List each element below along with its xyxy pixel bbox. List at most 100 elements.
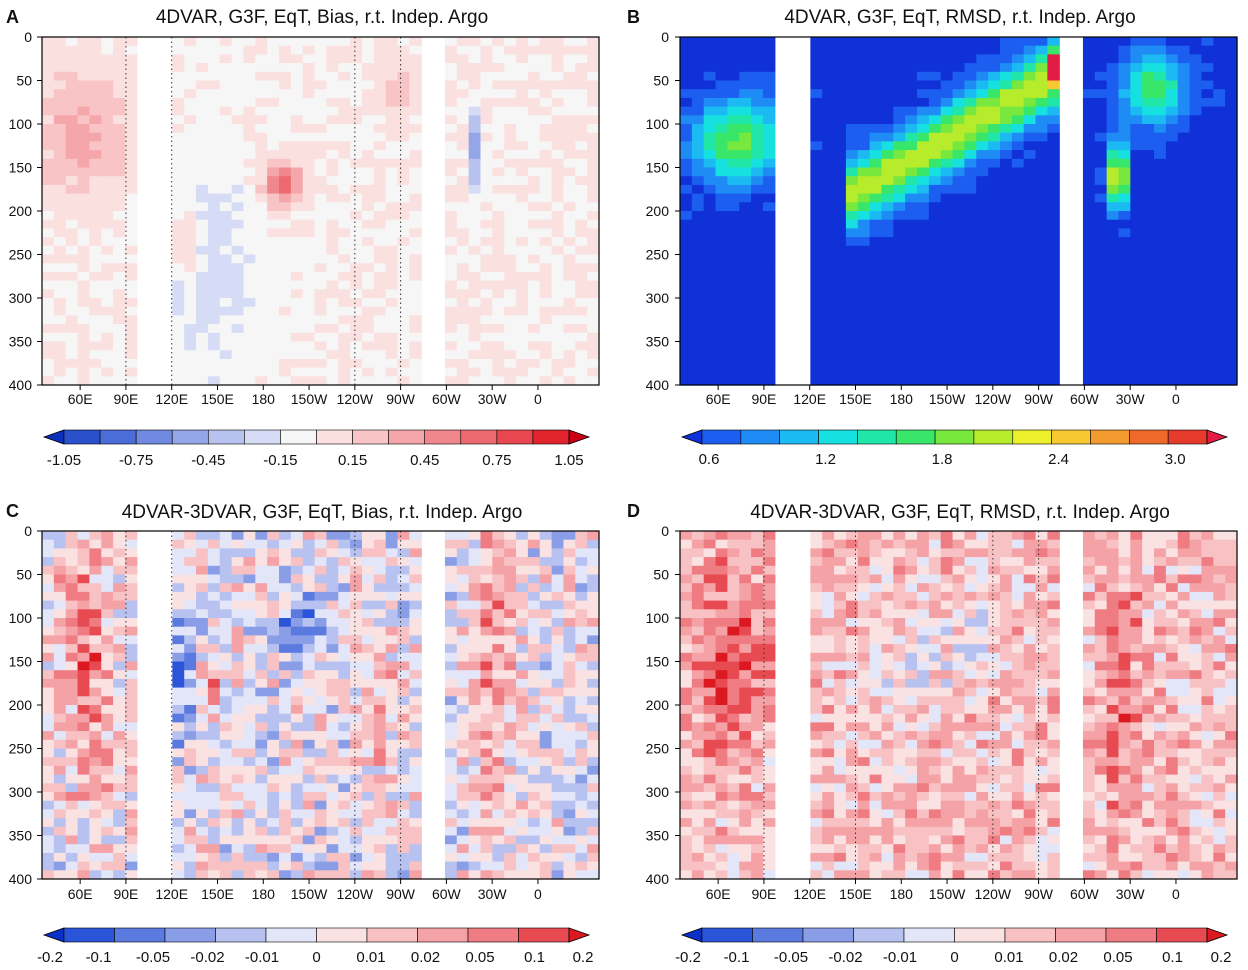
- heatmap-cell: [231, 765, 245, 776]
- heatmap-cell: [456, 748, 470, 758]
- heatmap-cell: [350, 835, 363, 845]
- heatmap-cell: [243, 705, 256, 715]
- heatmap-cell: [468, 132, 482, 142]
- heatmap-cell: [703, 298, 717, 308]
- heatmap-cell: [527, 722, 541, 732]
- heatmap-cell: [207, 557, 221, 567]
- heatmap-cell: [373, 124, 387, 134]
- heatmap-cell: [940, 167, 954, 177]
- heatmap-cell: [184, 54, 197, 64]
- heatmap-cell: [1177, 237, 1191, 247]
- heatmap-cell: [53, 245, 67, 256]
- heatmap-cell: [703, 271, 717, 282]
- heatmap-cell: [409, 678, 422, 689]
- heatmap-cell: [207, 54, 221, 64]
- heatmap-cell: [893, 358, 906, 369]
- heatmap-cell: [444, 774, 458, 784]
- heatmap-cell: [1023, 176, 1037, 186]
- heatmap-cell: [243, 63, 256, 73]
- heatmap-cell: [184, 97, 197, 108]
- heatmap-cell: [350, 739, 363, 750]
- heatmap-cell: [1023, 89, 1037, 99]
- heatmap-cell: [397, 37, 410, 47]
- heatmap-cell: [1201, 367, 1214, 377]
- heatmap-cell: [1130, 45, 1143, 55]
- heatmap-cell: [952, 271, 966, 282]
- heatmap-cell: [1011, 237, 1025, 247]
- heatmap-cell: [207, 609, 221, 619]
- heatmap-cell: [845, 254, 859, 264]
- heatmap-cell: [373, 670, 387, 680]
- colorbar-segment: [244, 429, 281, 445]
- heatmap-cell: [691, 358, 705, 369]
- heatmap-cell: [385, 176, 399, 186]
- heatmap-cell: [703, 202, 717, 212]
- heatmap-cell: [1094, 63, 1108, 73]
- heatmap-cell: [409, 184, 422, 195]
- heatmap-cell: [516, 358, 529, 369]
- heatmap-cell: [1213, 245, 1226, 256]
- heatmap-cell: [539, 358, 553, 369]
- heatmap-cell: [302, 124, 316, 134]
- heatmap-cell: [751, 150, 764, 160]
- heatmap-cell: [1047, 176, 1060, 186]
- heatmap-cell: [680, 63, 693, 73]
- heatmap-cell: [124, 618, 138, 628]
- heatmap-cell: [1047, 124, 1060, 134]
- heatmap-cell: [326, 565, 339, 576]
- heatmap-cell: [243, 844, 256, 854]
- heatmap-cell: [77, 141, 90, 151]
- heatmap-cell: [326, 705, 339, 715]
- heatmap-cell: [77, 367, 90, 377]
- heatmap-cell: [539, 618, 553, 628]
- heatmap-cell: [456, 80, 470, 90]
- heatmap-cell: [928, 324, 942, 334]
- heatmap-cell: [480, 202, 493, 212]
- heatmap-cell: [326, 219, 339, 229]
- heatmap-cell: [468, 237, 482, 247]
- heatmap-cell: [587, 376, 600, 386]
- heatmap-cell: [385, 193, 399, 203]
- heatmap-cell: [101, 184, 114, 195]
- heatmap-cell: [834, 254, 847, 264]
- heatmap-cell: [1011, 158, 1025, 169]
- heatmap-cell: [184, 635, 197, 645]
- heatmap-cell: [587, 115, 600, 125]
- heatmap-cell: [385, 644, 399, 654]
- heatmap-cell: [409, 861, 422, 871]
- heatmap-cell: [492, 184, 505, 195]
- heatmap-cell: [361, 245, 375, 256]
- heatmap-cell: [314, 306, 328, 316]
- heatmap-cell: [255, 193, 268, 203]
- heatmap-cell: [196, 280, 209, 290]
- heatmap-cell: [267, 531, 280, 541]
- heatmap-cell: [444, 237, 458, 247]
- heatmap-cell: [42, 184, 55, 195]
- heatmap-cell: [881, 306, 894, 316]
- heatmap-cell: [255, 45, 268, 55]
- heatmap-cell: [385, 870, 399, 880]
- heatmap-cell: [77, 124, 90, 134]
- heatmap-cell: [42, 176, 55, 186]
- heatmap-cell: [587, 106, 600, 116]
- heatmap-cell: [940, 202, 954, 212]
- heatmap-cell: [539, 106, 553, 116]
- heatmap-cell: [314, 852, 328, 863]
- heatmap-cell: [314, 71, 328, 82]
- heatmap-cell: [468, 280, 482, 290]
- heatmap-cell: [1201, 158, 1214, 169]
- heatmap-cell: [762, 167, 776, 177]
- heatmap-cell: [1035, 263, 1048, 273]
- heatmap-cell: [504, 193, 517, 203]
- heatmap-cell: [124, 696, 138, 706]
- heatmap-cell: [845, 245, 859, 256]
- heatmap-cell: [77, 757, 90, 767]
- heatmap-cell: [397, 635, 410, 645]
- heatmap-cell: [338, 141, 351, 151]
- heatmap-cell: [243, 89, 256, 99]
- heatmap-cell: [124, 332, 138, 343]
- heatmap-cell: [527, 37, 541, 47]
- heatmap-cell: [243, 618, 256, 628]
- heatmap-cell: [810, 280, 823, 290]
- heatmap-cell: [845, 315, 859, 325]
